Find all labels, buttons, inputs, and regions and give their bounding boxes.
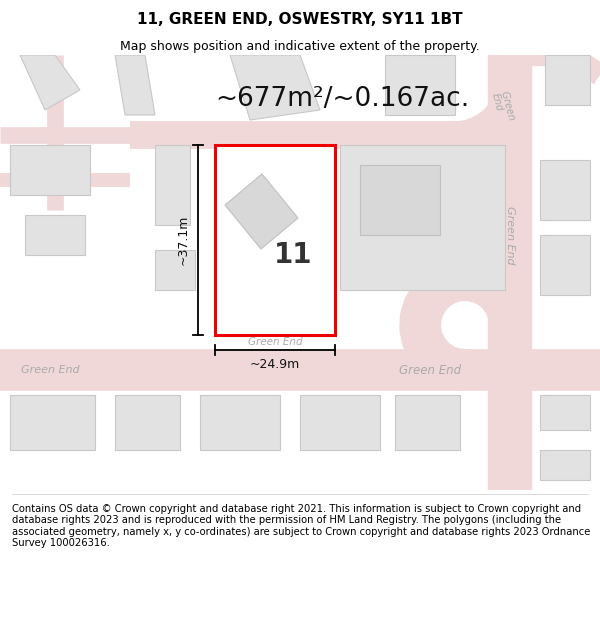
Polygon shape (200, 395, 280, 450)
Polygon shape (225, 174, 298, 249)
Polygon shape (115, 55, 155, 115)
Polygon shape (20, 55, 80, 110)
Polygon shape (385, 55, 455, 115)
Text: ~24.9m: ~24.9m (250, 358, 300, 371)
Text: 11: 11 (274, 241, 312, 269)
Text: Green End: Green End (505, 206, 515, 264)
Text: Green End: Green End (20, 365, 79, 375)
Polygon shape (540, 450, 590, 480)
Polygon shape (395, 395, 460, 450)
Text: 11, GREEN END, OSWESTRY, SY11 1BT: 11, GREEN END, OSWESTRY, SY11 1BT (137, 12, 463, 27)
Polygon shape (540, 395, 590, 430)
Text: ~37.1m: ~37.1m (177, 215, 190, 265)
Text: Map shows position and indicative extent of the property.: Map shows position and indicative extent… (120, 39, 480, 52)
Polygon shape (230, 55, 320, 120)
Polygon shape (115, 395, 180, 450)
Polygon shape (540, 235, 590, 295)
Polygon shape (545, 55, 590, 105)
Polygon shape (25, 215, 85, 255)
Text: Contains OS data © Crown copyright and database right 2021. This information is : Contains OS data © Crown copyright and d… (12, 504, 590, 548)
Text: Green End: Green End (399, 364, 461, 376)
Polygon shape (155, 145, 190, 225)
Text: Gr⁠ee⁠n
End: Gr⁠ee⁠n End (490, 90, 516, 124)
Polygon shape (340, 145, 505, 290)
Polygon shape (540, 160, 590, 220)
Polygon shape (10, 395, 95, 450)
Text: ~677m²/~0.167ac.: ~677m²/~0.167ac. (215, 86, 469, 112)
Polygon shape (10, 145, 90, 195)
Polygon shape (215, 145, 335, 335)
Text: Green End: Green End (248, 337, 302, 347)
Polygon shape (155, 250, 195, 290)
Polygon shape (360, 165, 440, 235)
Polygon shape (300, 395, 380, 450)
